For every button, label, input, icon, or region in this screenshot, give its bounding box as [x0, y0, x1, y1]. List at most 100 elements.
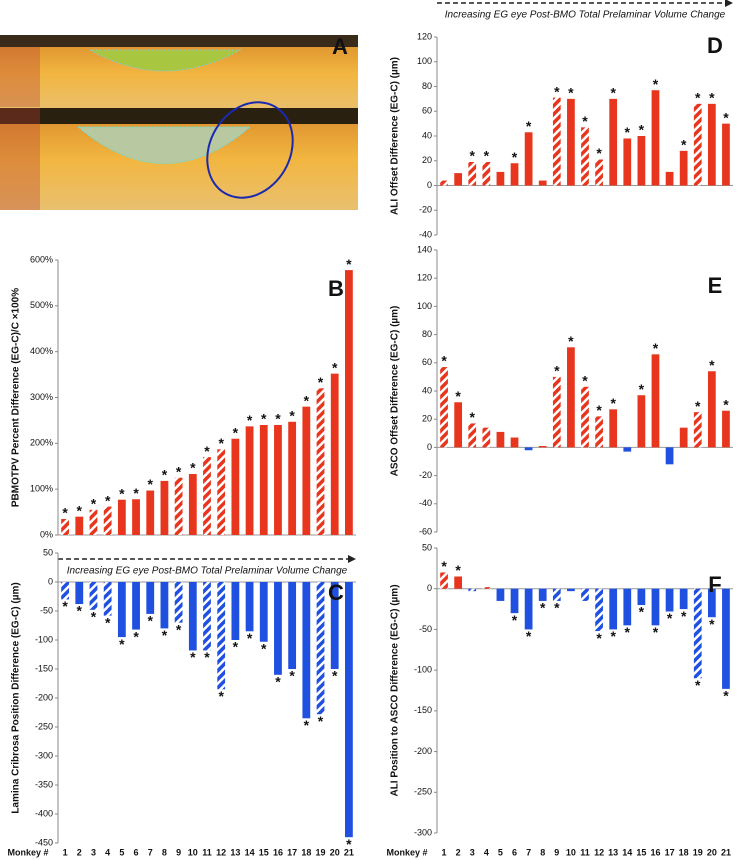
- y-tick-label: 40: [422, 385, 432, 395]
- significance-marker: *: [484, 148, 490, 164]
- bar: [440, 180, 448, 186]
- y-tick-label: 120: [417, 273, 432, 283]
- y-tick-label: -200: [35, 692, 53, 702]
- significance-marker: *: [77, 502, 83, 518]
- y-tick-label: -60: [419, 526, 432, 536]
- y-axis-title: PBMOTPV Percent Difference (EG-C)/C ×100…: [11, 288, 22, 507]
- y-tick-label: 600%: [30, 254, 53, 264]
- bar: [679, 588, 688, 610]
- significance-marker: *: [119, 485, 125, 501]
- significance-marker: *: [568, 333, 574, 349]
- bar: [468, 161, 477, 186]
- x-tick-label: 15: [636, 847, 646, 857]
- significance-marker: *: [304, 392, 310, 408]
- significance-marker: *: [596, 402, 602, 418]
- x-tick-label: 13: [230, 847, 240, 857]
- significance-marker: *: [304, 717, 310, 733]
- significance-marker: *: [190, 460, 196, 476]
- y-tick-label: 60: [422, 357, 432, 367]
- significance-marker: *: [162, 627, 168, 643]
- significance-marker: *: [610, 628, 616, 644]
- bar: [623, 588, 632, 626]
- bar: [665, 447, 674, 465]
- significance-marker: *: [709, 616, 715, 632]
- bar: [623, 138, 632, 186]
- bar: [454, 576, 463, 589]
- bar: [330, 582, 339, 669]
- bar: [440, 367, 448, 448]
- bar: [679, 427, 688, 448]
- y-tick-label: -300: [35, 750, 53, 760]
- bar: [259, 582, 268, 642]
- significance-marker: *: [441, 353, 447, 369]
- bar: [288, 421, 297, 535]
- bar: [174, 477, 183, 535]
- bar: [302, 406, 311, 535]
- significance-marker: *: [289, 668, 295, 684]
- significance-marker: *: [233, 639, 239, 655]
- bar: [510, 163, 519, 186]
- significance-marker: *: [105, 614, 111, 630]
- significance-marker: *: [554, 83, 560, 99]
- y-tick-label: 0: [427, 180, 432, 190]
- y-tick-label: -450: [35, 837, 53, 847]
- bar: [345, 582, 353, 838]
- significance-marker: *: [346, 256, 352, 272]
- significance-marker: *: [653, 76, 659, 92]
- significance-marker: *: [105, 492, 111, 508]
- bar: [538, 588, 547, 601]
- bar: [117, 582, 126, 638]
- x-tick-label: 7: [148, 847, 153, 857]
- bar: [482, 587, 491, 589]
- x-tick-label: 21: [344, 847, 354, 857]
- bar: [722, 123, 730, 186]
- bar: [552, 97, 561, 186]
- significance-marker: *: [723, 109, 729, 125]
- bar: [651, 588, 660, 626]
- y-axis-title: ALI Offset Difference (EG-C) (µm): [390, 57, 401, 215]
- significance-marker: *: [204, 649, 210, 665]
- y-tick-label: 120: [417, 31, 432, 41]
- bar: [609, 588, 618, 630]
- y-tick-label: -350: [35, 779, 53, 789]
- bar: [722, 410, 730, 448]
- x-tick-label: 16: [273, 847, 283, 857]
- significance-marker: *: [470, 148, 476, 164]
- y-tick-label: -300: [414, 827, 432, 837]
- significance-marker: *: [723, 688, 729, 704]
- bar: [567, 588, 575, 592]
- x-tick-label: 9: [176, 847, 181, 857]
- bar: [524, 132, 533, 186]
- y-tick-label: 0: [427, 583, 432, 593]
- bar: [637, 395, 646, 448]
- significance-marker: *: [526, 118, 532, 134]
- bar: [132, 582, 140, 630]
- bar: [117, 499, 126, 535]
- bar: [595, 159, 603, 186]
- x-tick-label: 2: [456, 847, 461, 857]
- y-tick-label: -150: [414, 705, 432, 715]
- bar: [482, 427, 491, 448]
- significance-marker: *: [332, 359, 338, 375]
- bar: [61, 582, 69, 600]
- x-tick-label: 4: [105, 847, 110, 857]
- significance-marker: *: [625, 624, 631, 640]
- bar: [510, 588, 519, 614]
- significance-marker: *: [261, 640, 267, 656]
- trend-arrowhead: [725, 0, 733, 7]
- y-axis-title: Lamina Cribrosa Position Difference (EG-…: [11, 582, 22, 813]
- significance-marker: *: [554, 600, 560, 616]
- significance-marker: *: [233, 424, 239, 440]
- x-tick-label: 9: [554, 847, 559, 857]
- y-tick-label: 0%: [40, 529, 53, 539]
- bar: [188, 474, 197, 535]
- bar: [693, 412, 702, 448]
- bar: [538, 180, 547, 186]
- x-tick-label: 7: [526, 847, 531, 857]
- significance-marker: *: [318, 713, 324, 729]
- x-tick-label: 19: [693, 847, 703, 857]
- significance-marker: *: [318, 374, 324, 390]
- x-tick-label: 3: [470, 847, 475, 857]
- bar: [316, 388, 325, 535]
- x-tick-label: 11: [580, 847, 590, 857]
